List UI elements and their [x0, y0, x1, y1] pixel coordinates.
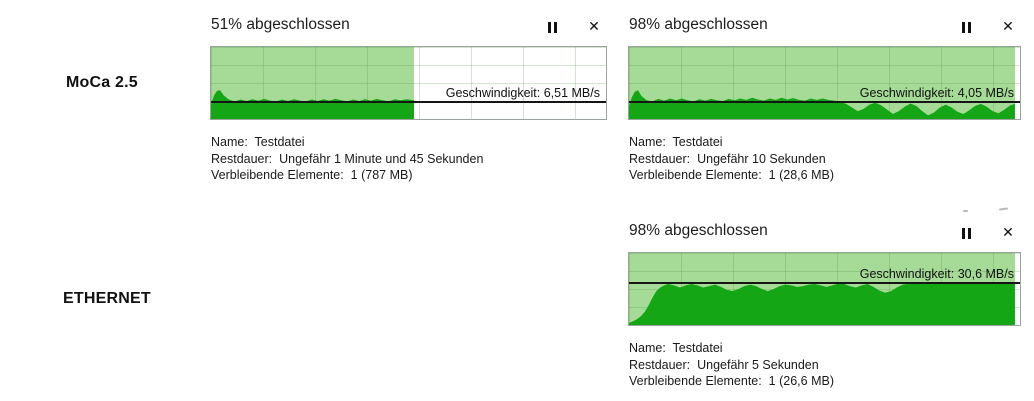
cropped-window-artifact: [998, 207, 1009, 211]
pause-icon: [961, 227, 965, 239]
speed-area-chart: [211, 90, 415, 119]
cropped-window-artifact: [963, 210, 968, 212]
detail-remaining-time: Restdauer: Ungefähr 5 Sekunden: [629, 357, 819, 372]
detail-remaining-items: Verbleibende Elemente: 1 (787 MB): [211, 168, 413, 182]
speed-label: Geschwindigkeit: 6,51 MB/s: [445, 86, 600, 101]
pause-icon: [967, 227, 971, 239]
pause-icon: [961, 21, 965, 33]
transfer-details: Name: Testdatei Restdauer: Ungefähr 1 Mi…: [211, 134, 483, 184]
dialog-header: 51% abgeschlossen ✕: [210, 16, 607, 38]
row-label-moca: MoCa 2.5: [66, 74, 138, 91]
speed-graph: Geschwindigkeit: 30,6 MB/s: [628, 252, 1021, 326]
pause-icon: [553, 21, 557, 33]
close-icon: ✕: [1002, 225, 1014, 241]
speed-label: Geschwindigkeit: 4,05 MB/s: [859, 86, 1014, 101]
speed-label: Geschwindigkeit: 30,6 MB/s: [859, 266, 1014, 281]
detail-remaining-time: Restdauer: Ungefähr 10 Sekunden: [629, 151, 826, 166]
speed-graph: Geschwindigkeit: 6,51 MB/s: [210, 46, 607, 120]
average-speed-line: [211, 101, 606, 104]
average-speed-line: [629, 281, 1020, 284]
progress-title: 51% abgeschlossen: [211, 16, 350, 33]
transfer-details: Name: Testdatei Restdauer: Ungefähr 5 Se…: [629, 340, 834, 390]
detail-remaining-items: Verbleibende Elemente: 1 (26,6 MB): [629, 374, 834, 388]
pause-button[interactable]: [957, 18, 975, 36]
pause-icon: [547, 21, 551, 33]
speed-area-chart: [629, 90, 1015, 119]
close-button[interactable]: ✕: [999, 18, 1017, 36]
dialog-header: 98% abgeschlossen ✕: [628, 16, 1021, 38]
progress-title: 98% abgeschlossen: [629, 16, 768, 33]
progress-title: 98% abgeschlossen: [629, 222, 768, 239]
detail-remaining-items: Verbleibende Elemente: 1 (28,6 MB): [629, 168, 834, 182]
close-icon: ✕: [1002, 19, 1014, 35]
pause-icon: [967, 21, 971, 33]
average-speed-line: [629, 101, 1020, 104]
speed-area-chart: [629, 283, 1015, 325]
detail-name: Name: Testdatei: [629, 135, 723, 149]
detail-name: Name: Testdatei: [629, 341, 723, 355]
row-label-ethernet: ETHERNET: [63, 290, 151, 307]
pause-button[interactable]: [543, 18, 561, 36]
transfer-details: Name: Testdatei Restdauer: Ungefähr 10 S…: [629, 134, 834, 184]
detail-remaining-time: Restdauer: Ungefähr 1 Minute und 45 Seku…: [211, 151, 484, 166]
close-button[interactable]: ✕: [999, 224, 1017, 242]
close-icon: ✕: [588, 19, 600, 35]
dialog-header: 98% abgeschlossen ✕: [628, 222, 1021, 244]
speed-graph: Geschwindigkeit: 4,05 MB/s: [628, 46, 1021, 120]
detail-name: Name: Testdatei: [211, 135, 305, 149]
close-button[interactable]: ✕: [585, 18, 603, 36]
pause-button[interactable]: [957, 224, 975, 242]
